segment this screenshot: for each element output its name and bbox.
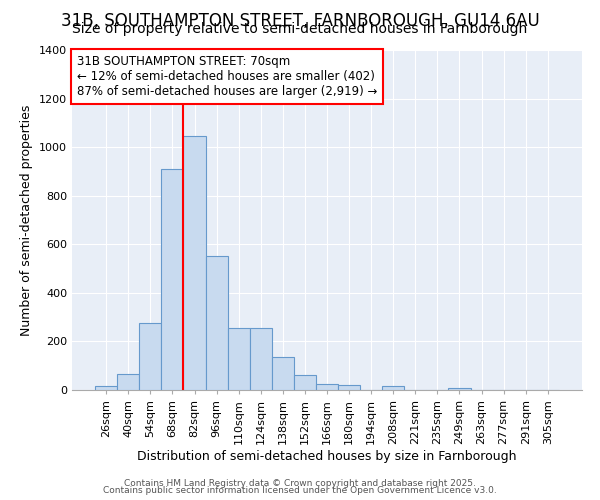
Bar: [206, 256, 227, 390]
Bar: [184, 136, 206, 390]
Bar: [338, 385, 360, 390]
Text: Size of property relative to semi-detached houses in Farnborough: Size of property relative to semi-detach…: [73, 22, 527, 36]
Bar: [272, 357, 294, 390]
Bar: [294, 376, 316, 390]
Bar: [448, 388, 470, 390]
Text: 31B, SOUTHAMPTON STREET, FARNBOROUGH, GU14 6AU: 31B, SOUTHAMPTON STREET, FARNBOROUGH, GU…: [61, 12, 539, 30]
Bar: [95, 386, 117, 390]
Bar: [139, 323, 161, 390]
Bar: [227, 328, 250, 390]
Text: Contains HM Land Registry data © Crown copyright and database right 2025.: Contains HM Land Registry data © Crown c…: [124, 478, 476, 488]
Bar: [316, 384, 338, 390]
Bar: [382, 386, 404, 390]
Text: Contains public sector information licensed under the Open Government Licence v3: Contains public sector information licen…: [103, 486, 497, 495]
Y-axis label: Number of semi-detached properties: Number of semi-detached properties: [20, 104, 34, 336]
Bar: [250, 328, 272, 390]
Bar: [117, 374, 139, 390]
Text: 31B SOUTHAMPTON STREET: 70sqm
← 12% of semi-detached houses are smaller (402)
87: 31B SOUTHAMPTON STREET: 70sqm ← 12% of s…: [77, 55, 377, 98]
Bar: [161, 169, 184, 390]
X-axis label: Distribution of semi-detached houses by size in Farnborough: Distribution of semi-detached houses by …: [137, 450, 517, 462]
